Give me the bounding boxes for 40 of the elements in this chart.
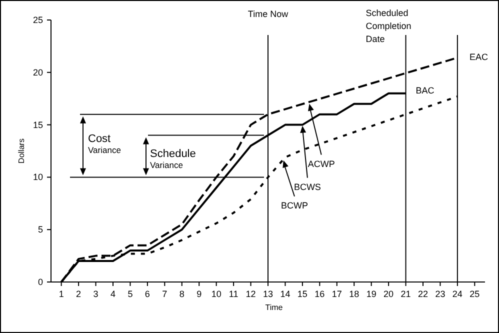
y-axis-title: Dollars (17, 138, 26, 164)
x-tick-label: 24 (452, 289, 462, 299)
annotation: BCWS (294, 182, 321, 192)
x-axis-title: Time (265, 303, 284, 312)
x-tick-label: 25 (470, 289, 480, 299)
x-tick-label: 3 (93, 289, 98, 299)
x-tick-label: 4 (110, 289, 116, 299)
annotation: ACWP (308, 158, 335, 169)
x-tick-label: 8 (179, 289, 184, 299)
y-tick-label: 5 (38, 224, 43, 235)
y-tick-label: 10 (32, 172, 43, 182)
annotation: BAC (416, 85, 435, 96)
y-tick-label: 25 (32, 15, 43, 25)
y-tick-label: 20 (32, 67, 43, 78)
x-tick-label: 23 (435, 289, 446, 299)
ref-line-label: Scheduled Completion Date (366, 8, 412, 44)
annotation: BCWP (281, 200, 308, 210)
x-tick-label: 5 (128, 289, 133, 299)
y-tick-label: 15 (32, 120, 43, 130)
x-tick-label: 12 (246, 289, 256, 299)
x-tick-label: 6 (144, 289, 150, 299)
ref-line-label: Time Now (248, 9, 289, 19)
x-tick-label: 2 (76, 289, 82, 299)
x-tick-label: 17 (332, 289, 342, 299)
x-tick-label: 14 (280, 289, 290, 299)
x-tick-label: 13 (262, 289, 274, 299)
x-tick-label: 20 (384, 289, 394, 299)
ref-line-label: EAC (469, 52, 488, 62)
x-tick-label: 19 (366, 289, 376, 299)
x-tick-label: 11 (228, 289, 238, 299)
x-tick-label: 10 (211, 289, 222, 299)
y-tick-label: 0 (38, 277, 43, 287)
x-tick-label: 21 (400, 289, 411, 299)
x-tick-label: 7 (162, 289, 168, 299)
x-tick-label: 18 (349, 289, 360, 299)
x-tick-label: 15 (297, 289, 308, 299)
x-tick-label: 22 (418, 289, 428, 299)
x-tick-label: 1 (58, 289, 64, 299)
x-tick-label: 16 (314, 289, 325, 299)
x-tick-label: 9 (196, 289, 202, 299)
